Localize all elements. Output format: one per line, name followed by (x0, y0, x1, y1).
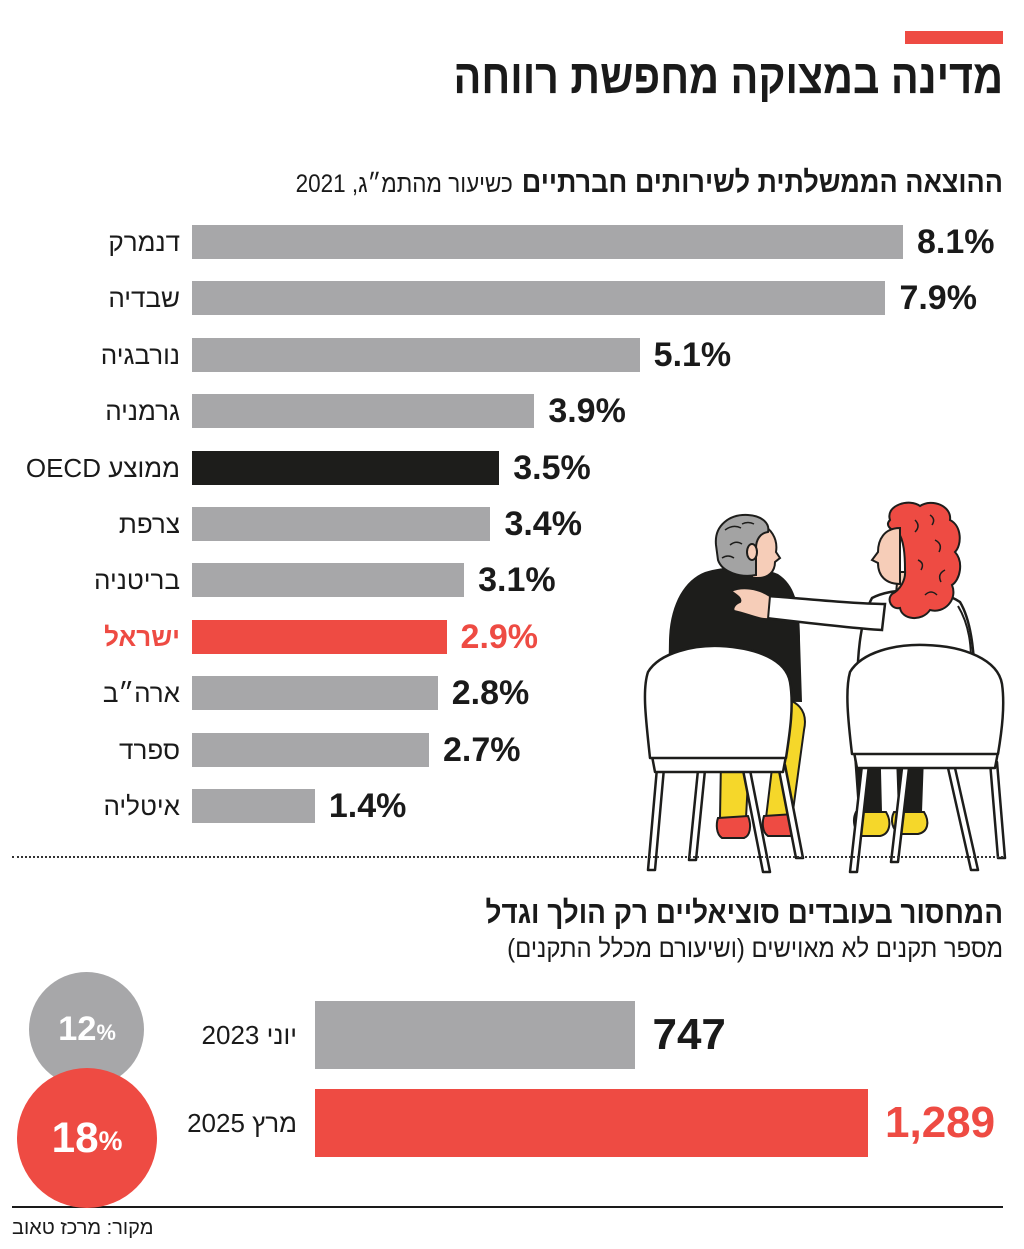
chair-leg (988, 760, 1007, 860)
category-label: ארה״ב (102, 678, 180, 709)
chart-title: ההוצאה הממשלתית לשירותים חברתיים כשיעור מ… (296, 166, 1003, 200)
woman-hand (729, 587, 772, 621)
man-hair (714, 513, 770, 577)
value-label: 3.5% (513, 448, 591, 487)
category-label: בריטניה (94, 565, 180, 596)
bar (192, 225, 903, 259)
chair-left (643, 644, 805, 874)
value-label: 8.1% (917, 223, 995, 261)
page-title: מדינה במצוקה מחפשת רווחה (453, 51, 1003, 104)
category-label: צרפת (118, 509, 180, 539)
man-shoe (715, 814, 752, 839)
dotted-divider (12, 856, 1003, 858)
value-label: 747 (652, 1010, 726, 1059)
category-label: גרמניה (105, 396, 180, 427)
category-label: נורבגיה (100, 339, 180, 370)
bar (315, 1001, 636, 1069)
category-label: מרץ 2025 (187, 1108, 297, 1138)
value-label: 3.9% (548, 392, 626, 431)
category-label: שבדיה (108, 283, 180, 314)
chair-leg (687, 768, 707, 862)
chart-title-sub: כשיעור מהתמ״ג, 2021 (295, 170, 513, 198)
bar (192, 507, 491, 541)
man-hair-texture (721, 521, 755, 559)
bar (192, 563, 465, 598)
category-label: יוני 2023 (201, 1020, 297, 1050)
category-label: ממוצע OECD (25, 452, 180, 483)
bar (192, 619, 447, 654)
source-note: מקור: מרכז טאוב (12, 1217, 154, 1239)
bar (192, 789, 315, 823)
value-label: 1,289 (885, 1098, 996, 1147)
category-label: דנמרק (108, 227, 180, 257)
man-ear (746, 543, 758, 561)
woman-face (870, 526, 901, 586)
chair-back (643, 644, 793, 760)
value-label: 3.4% (504, 505, 582, 543)
chart2-subtitle: מספר תקנים לא מאוישים (ושיעורם מכלל התקנ… (507, 933, 1003, 963)
woman-hair (887, 501, 962, 619)
bar (192, 676, 438, 711)
value-label: 2.9% (460, 617, 539, 656)
category-label: ספרד (119, 734, 180, 765)
chair-back (846, 643, 1005, 756)
share-circle: 18% (16, 1067, 158, 1209)
share-value: 18 (51, 1113, 99, 1161)
accent-bar (905, 31, 1003, 44)
bar (315, 1089, 868, 1157)
value-label: 3.1% (478, 561, 556, 600)
value-label: 1.4% (328, 787, 407, 825)
chair-right (846, 643, 1007, 874)
bar (192, 337, 640, 372)
category-label: ישראל (104, 621, 180, 652)
bottom-rule (12, 1206, 1003, 1208)
bar (192, 450, 500, 485)
chair-leg (946, 766, 980, 872)
bar (192, 394, 535, 429)
chair-leg (646, 766, 666, 872)
value-label: 2.7% (443, 730, 521, 769)
woman-hair-curls (914, 514, 946, 596)
value-label: 5.1% (653, 335, 732, 374)
illustration (643, 501, 1007, 874)
percent-sign: % (98, 1125, 123, 1156)
share-value: 12 (58, 1010, 97, 1049)
chart-title-main: ההוצאה הממשלתית לשירותים חברתיים (521, 166, 1003, 199)
bar (192, 281, 886, 316)
bar (192, 732, 429, 767)
value-label: 2.8% (451, 674, 530, 713)
chart2-title: המחסור בעובדים סוציאליים רק הולך וגדל (485, 895, 1003, 930)
percent-sign: % (96, 1019, 116, 1045)
category-label: איטליה (103, 791, 180, 821)
value-label: 7.9% (899, 279, 977, 318)
